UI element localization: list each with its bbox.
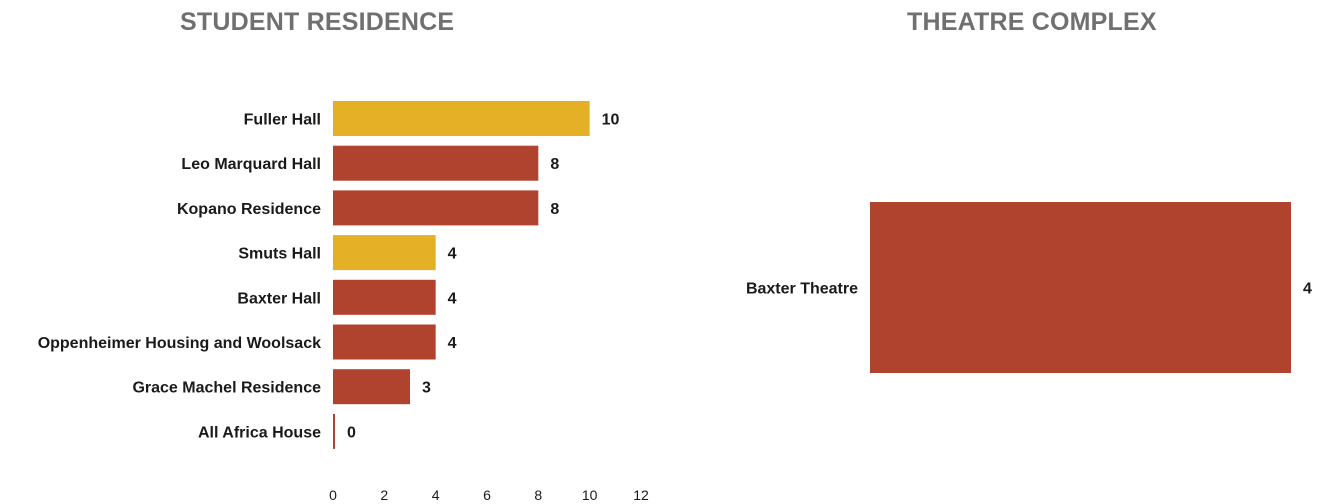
bar-leo-marquard-hall [333,145,539,181]
x-tick-label: 4 [432,487,440,503]
x-tick-label: 8 [534,487,542,503]
x-tick-label: 12 [633,487,649,503]
bar-baxter-theatre [870,202,1291,373]
x-tick-label: 6 [483,487,491,503]
value-label: 10 [602,112,620,129]
value-label: 3 [422,380,431,397]
category-label: Kopano Residence [177,201,321,218]
chart-title-student-residence: STUDENT RESIDENCE [180,8,455,36]
category-label: Smuts Hall [238,246,321,263]
category-label: Baxter Theatre [746,281,858,298]
bar-kopano-residence [333,190,539,226]
category-label: All Africa House [198,424,321,441]
student-residence-chart: Fuller Hall 10 Leo Marquard Hall 8 Kopano Re… [38,101,649,503]
value-label: 4 [448,290,457,307]
bar-grace-machel-residence [333,369,410,405]
value-label: 4 [448,335,457,352]
bar-oppenheimer-housing-and-woolsack [333,324,436,360]
x-tick-label: 0 [329,487,337,503]
bar-smuts-hall [333,235,436,271]
x-tick-label: 10 [582,487,598,503]
value-label: 8 [550,156,559,173]
category-label: Oppenheimer Housing and Woolsack [38,335,321,352]
value-label: 8 [550,201,559,218]
value-label: 0 [347,424,356,441]
chart-title-theatre-complex: THEATRE COMPLEX [907,8,1157,36]
category-label: Grace Machel Residence [132,380,321,397]
bar-fuller-hall [333,101,590,136]
value-label: 4 [448,246,457,263]
bar-baxter-hall [333,279,436,315]
category-label: Fuller Hall [244,112,321,129]
bar-all-africa-house [333,413,335,449]
category-label: Leo Marquard Hall [181,156,321,173]
category-label: Baxter Hall [237,290,321,307]
x-tick-label: 2 [380,487,388,503]
value-label: 4 [1303,281,1312,298]
